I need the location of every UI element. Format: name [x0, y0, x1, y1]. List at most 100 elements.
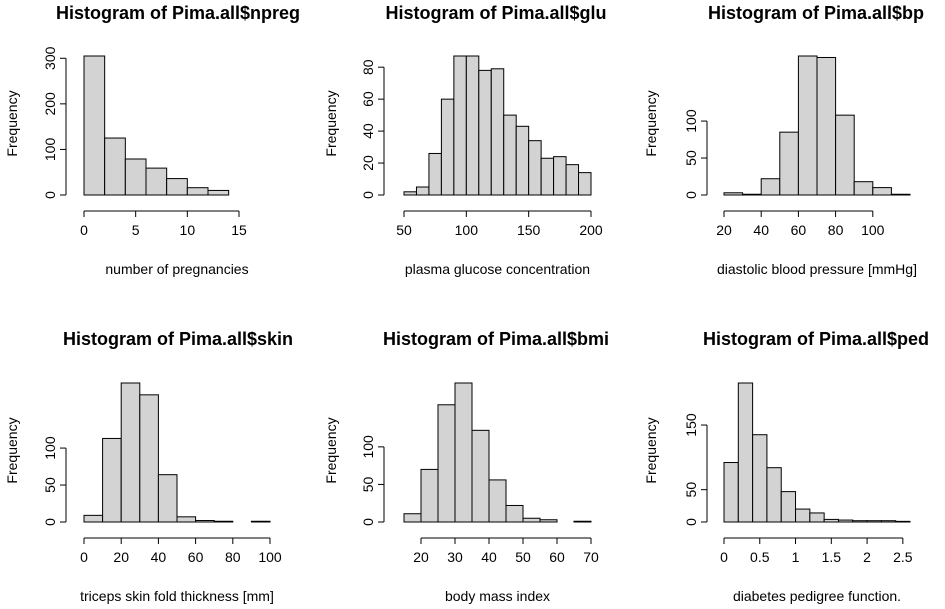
x-tick-label: 100: [455, 222, 479, 238]
x-tick-label: 15: [231, 222, 247, 238]
y-tick-label: 40: [360, 123, 376, 139]
histogram-bar: [488, 479, 507, 523]
histogram-bar: [872, 187, 892, 196]
histogram-bar: [823, 518, 839, 523]
histogram-bar: [428, 152, 442, 196]
x-tick-label: 100: [258, 549, 282, 565]
histogram-bar: [780, 491, 797, 523]
y-tick-label: 50: [360, 476, 376, 492]
x-axis-label: body mass index: [445, 588, 550, 604]
y-tick-label: 200: [42, 92, 58, 116]
histogram-bar: [104, 137, 126, 196]
y-tick-label: 300: [42, 46, 58, 70]
histogram-bar: [124, 158, 147, 196]
histogram-bar: [578, 172, 592, 196]
y-tick-label: 0: [360, 191, 376, 199]
y-tick-label: 80: [360, 59, 376, 75]
histogram-bar: [760, 178, 781, 196]
histogram-panel-6: Histogram of Pima.all$ped 0 0.5 1 1.5 2 2.5 0 50…: [643, 329, 929, 604]
histogram-bar: [440, 98, 455, 196]
y-tick-label: 0: [360, 518, 376, 526]
histogram-bar: [471, 429, 490, 523]
x-axis-label: diastolic blood pressure [mmHg]: [717, 261, 917, 277]
histogram-bar: [880, 520, 897, 523]
histogram-bar: [816, 56, 837, 196]
x-tick-label: 2: [863, 549, 871, 565]
histogram-bar: [723, 462, 739, 523]
histogram-bar: [102, 437, 122, 523]
histogram-bar: [737, 382, 754, 523]
histogram-bar: [565, 164, 580, 196]
histogram-bar: [515, 125, 530, 196]
histogram-bar: [766, 467, 782, 523]
histogram-bar: [809, 512, 825, 523]
histogram-bar: [145, 167, 168, 196]
x-tick-label: 60: [549, 549, 565, 565]
histogram-bar: [797, 55, 818, 196]
histogram-bar: [157, 474, 178, 523]
histogram-bar: [403, 191, 417, 196]
histogram-bar: [852, 520, 868, 523]
histogram-panel-5: Histogram of Pima.all$bmi 20 30 40 50 60 70 0 50…: [323, 329, 609, 604]
y-axis-label: Frequency: [643, 90, 659, 156]
histogram-bar: [186, 187, 209, 196]
y-tick-label: 0: [683, 191, 699, 199]
x-tick-label: 40: [151, 549, 167, 565]
x-tick-label: 70: [583, 549, 599, 565]
x-tick-label: 20: [716, 222, 732, 238]
chart-title: Histogram of Pima.all$ped: [703, 329, 929, 349]
chart-title: Histogram of Pima.all$npreg: [56, 3, 300, 23]
y-axis-label: Frequency: [323, 417, 339, 483]
x-axis-label: diabetes pedigree function.: [733, 588, 901, 604]
histogram-bar: [503, 114, 517, 196]
histogram-panel-2: Histogram of Pima.all$glu 50 100 150 200 0 20 4…: [323, 3, 607, 277]
y-tick-label: 60: [360, 91, 376, 107]
histogram-panel-1: Histogram of Pima.all$npreg 0 5 10 15 0 100 200…: [4, 3, 300, 277]
histogram-bar: [779, 131, 799, 196]
histogram-bar: [540, 157, 555, 196]
x-tick-label: 1.5: [822, 549, 842, 565]
histogram-bar: [176, 516, 197, 523]
histogram-bar: [207, 189, 230, 196]
histogram-bar: [835, 114, 855, 196]
y-tick-label: 0: [42, 191, 58, 199]
histogram-panel-4: Histogram of Pima.all$skin 0 20 40 60 80 100 0 5…: [4, 329, 293, 604]
chart-title: Histogram of Pima.all$bp: [708, 3, 924, 23]
x-axis-label: number of pregnancies: [105, 261, 248, 277]
x-axis-label: plasma glucose concentration: [405, 261, 590, 277]
histogram-bar: [415, 186, 430, 196]
histogram-bar: [490, 68, 505, 196]
histogram-bar: [866, 520, 882, 523]
chart-title: Histogram of Pima.all$bmi: [383, 329, 609, 349]
x-tick-label: 100: [861, 222, 885, 238]
histogram-bar: [139, 394, 159, 523]
histogram-bar: [522, 517, 541, 523]
y-axis-label: Frequency: [323, 90, 339, 156]
histogram-bar: [723, 192, 744, 196]
x-tick-label: 60: [188, 549, 204, 565]
histogram-bar: [437, 404, 456, 523]
y-tick-label: 0: [42, 518, 58, 526]
histogram-bar: [465, 55, 480, 196]
y-axis-label: Frequency: [643, 417, 659, 483]
x-tick-label: 0.5: [750, 549, 770, 565]
y-tick-label: 50: [683, 150, 699, 166]
x-tick-label: 20: [113, 549, 129, 565]
x-tick-label: 1: [792, 549, 800, 565]
y-tick-label: 100: [360, 435, 376, 459]
histogram-bar: [553, 156, 567, 196]
y-tick-label: 100: [42, 138, 58, 162]
histogram-bar: [478, 69, 492, 196]
y-tick-label: 100: [42, 436, 58, 460]
histogram-bar: [120, 382, 141, 523]
histogram-bar: [403, 513, 422, 523]
x-tick-label: 40: [753, 222, 769, 238]
x-tick-label: 0: [80, 222, 88, 238]
histogram-bar: [213, 520, 234, 523]
x-tick-label: 50: [515, 549, 531, 565]
x-tick-label: 80: [828, 222, 844, 238]
x-axis-label: triceps skin fold thickness [mm]: [80, 588, 274, 604]
y-axis-label: Frequency: [4, 417, 20, 483]
x-tick-label: 150: [517, 222, 541, 238]
histogram-bar: [83, 514, 104, 523]
